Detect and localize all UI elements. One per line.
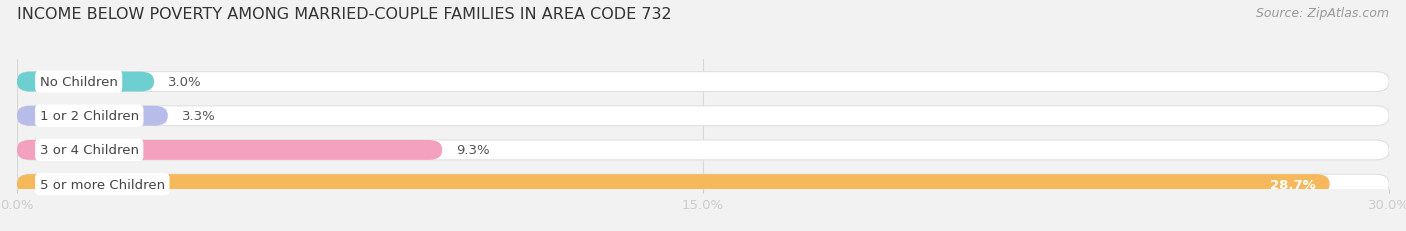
- Text: 28.7%: 28.7%: [1270, 178, 1316, 191]
- Text: 3.3%: 3.3%: [181, 110, 215, 123]
- Text: Source: ZipAtlas.com: Source: ZipAtlas.com: [1256, 7, 1389, 20]
- FancyBboxPatch shape: [17, 174, 1330, 194]
- FancyBboxPatch shape: [17, 140, 1389, 160]
- FancyBboxPatch shape: [17, 106, 1389, 126]
- Text: No Children: No Children: [39, 76, 118, 89]
- FancyBboxPatch shape: [17, 140, 443, 160]
- FancyBboxPatch shape: [17, 72, 1389, 92]
- Text: 5 or more Children: 5 or more Children: [39, 178, 165, 191]
- Text: 1 or 2 Children: 1 or 2 Children: [39, 110, 139, 123]
- FancyBboxPatch shape: [17, 72, 155, 92]
- FancyBboxPatch shape: [17, 174, 1389, 194]
- Text: 3 or 4 Children: 3 or 4 Children: [39, 144, 139, 157]
- Text: 9.3%: 9.3%: [456, 144, 489, 157]
- Text: 3.0%: 3.0%: [167, 76, 201, 89]
- FancyBboxPatch shape: [17, 106, 167, 126]
- Text: INCOME BELOW POVERTY AMONG MARRIED-COUPLE FAMILIES IN AREA CODE 732: INCOME BELOW POVERTY AMONG MARRIED-COUPL…: [17, 7, 672, 22]
